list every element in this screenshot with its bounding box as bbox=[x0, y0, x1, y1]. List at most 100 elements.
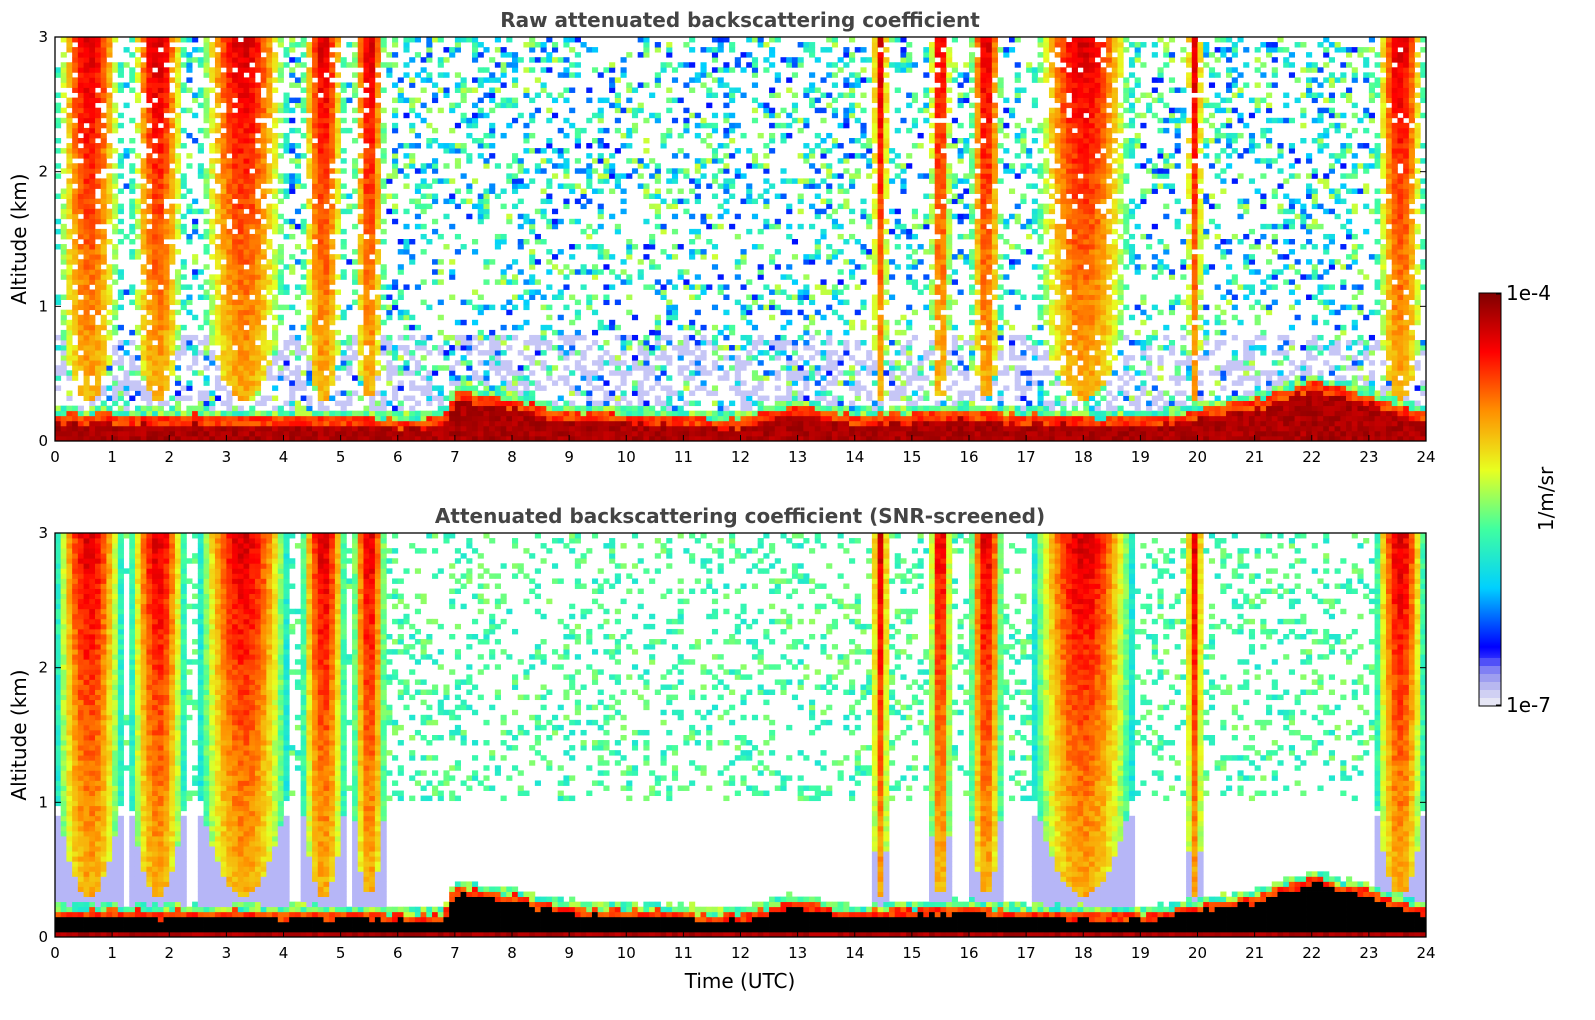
heat-cell bbox=[626, 435, 633, 441]
heat-cell bbox=[609, 360, 616, 366]
heat-cell bbox=[437, 410, 444, 417]
heat-cell bbox=[180, 430, 187, 437]
heat-cell bbox=[420, 340, 427, 346]
heat-cell bbox=[83, 198, 90, 205]
heat-cell bbox=[454, 148, 461, 154]
heat-cell bbox=[694, 415, 701, 422]
heat-cell bbox=[134, 370, 142, 376]
heat-cell bbox=[380, 47, 387, 53]
heat-cell bbox=[369, 57, 376, 63]
heat-cell bbox=[317, 67, 324, 73]
heat-cell bbox=[317, 57, 324, 63]
heat-cell bbox=[66, 294, 73, 300]
heat-cell bbox=[94, 380, 102, 386]
heat-cell bbox=[197, 395, 204, 401]
heat-cell bbox=[614, 324, 621, 331]
heat-cell bbox=[489, 132, 496, 139]
heat-cell bbox=[300, 370, 307, 376]
heat-cell bbox=[197, 400, 204, 407]
heat-cell bbox=[563, 183, 570, 189]
heat-cell bbox=[83, 269, 90, 275]
heat-cell bbox=[352, 163, 359, 169]
heat-cell bbox=[180, 420, 187, 427]
heat-cell bbox=[340, 239, 347, 245]
heat-cell bbox=[220, 188, 227, 194]
heat-cell bbox=[140, 213, 147, 220]
heat-cell bbox=[614, 97, 621, 104]
heat-cell bbox=[369, 122, 376, 129]
heat-cell bbox=[249, 289, 256, 295]
heat-cell bbox=[329, 37, 336, 43]
heat-cell bbox=[55, 67, 62, 73]
heat-cell bbox=[306, 97, 313, 104]
heat-cell bbox=[209, 148, 216, 154]
heat-cell bbox=[72, 274, 79, 280]
heat-cell bbox=[649, 233, 656, 240]
heat-cell bbox=[140, 228, 147, 235]
heat-cell bbox=[312, 193, 319, 199]
heat-cell bbox=[152, 127, 159, 134]
heat-cell bbox=[169, 435, 176, 441]
heat-cell bbox=[603, 390, 610, 396]
heat-cell bbox=[329, 304, 336, 311]
heat-cell bbox=[483, 188, 490, 194]
heat-cell bbox=[163, 233, 170, 240]
heat-cell bbox=[163, 289, 170, 295]
heat-cell bbox=[94, 178, 102, 184]
heat-cell bbox=[637, 410, 644, 417]
heat-cell bbox=[89, 188, 96, 194]
heat-cell bbox=[152, 380, 159, 386]
heat-cell bbox=[220, 97, 227, 104]
heat-cell bbox=[512, 274, 519, 280]
heat-cell bbox=[312, 264, 319, 270]
heat-cell bbox=[169, 340, 176, 346]
heat-cell bbox=[55, 228, 62, 235]
heat-cell bbox=[157, 289, 164, 295]
heat-cell bbox=[397, 435, 404, 441]
heat-cell bbox=[277, 435, 284, 441]
heat-cell bbox=[272, 430, 279, 437]
heat-cell bbox=[694, 112, 701, 119]
heat-cell bbox=[683, 410, 690, 417]
heat-cell bbox=[254, 153, 262, 159]
heat-cell bbox=[232, 430, 239, 437]
heat-cell bbox=[237, 370, 244, 376]
heat-cell bbox=[597, 360, 604, 366]
heat-cell bbox=[357, 239, 364, 245]
heat-cell bbox=[420, 299, 427, 306]
heat-cell bbox=[574, 127, 581, 134]
heat-cell bbox=[283, 97, 290, 104]
heat-cell bbox=[477, 52, 484, 58]
heat-cell bbox=[414, 72, 421, 78]
heat-cell bbox=[540, 148, 547, 154]
heat-cell bbox=[369, 183, 376, 189]
heat-cell bbox=[300, 77, 307, 83]
heat-cell bbox=[597, 345, 604, 351]
heat-cell bbox=[614, 415, 621, 422]
heat-cell bbox=[163, 168, 170, 174]
heat-cell bbox=[77, 107, 84, 114]
heat-cell bbox=[157, 314, 164, 321]
heat-cell bbox=[55, 375, 62, 381]
heat-cell bbox=[140, 279, 147, 285]
heat-cell bbox=[397, 430, 404, 437]
heat-cell bbox=[512, 102, 519, 109]
heat-cell bbox=[666, 415, 673, 422]
heat-cell bbox=[557, 355, 564, 361]
heat-cell bbox=[420, 163, 427, 169]
heat-cell bbox=[66, 158, 73, 164]
heat-cell bbox=[72, 77, 79, 83]
heat-cell bbox=[517, 435, 524, 441]
heat-cell bbox=[517, 375, 524, 381]
heat-cell bbox=[666, 188, 673, 194]
heat-cell bbox=[237, 158, 244, 164]
heat-cell bbox=[500, 400, 507, 407]
heat-cell bbox=[55, 102, 62, 109]
heat-cell bbox=[580, 425, 587, 432]
heat-cell bbox=[460, 77, 467, 83]
heat-cell bbox=[237, 92, 244, 98]
heat-cell bbox=[209, 254, 216, 260]
heat-cell bbox=[283, 143, 290, 149]
heat-cell bbox=[89, 107, 96, 114]
heat-cell bbox=[272, 415, 279, 422]
